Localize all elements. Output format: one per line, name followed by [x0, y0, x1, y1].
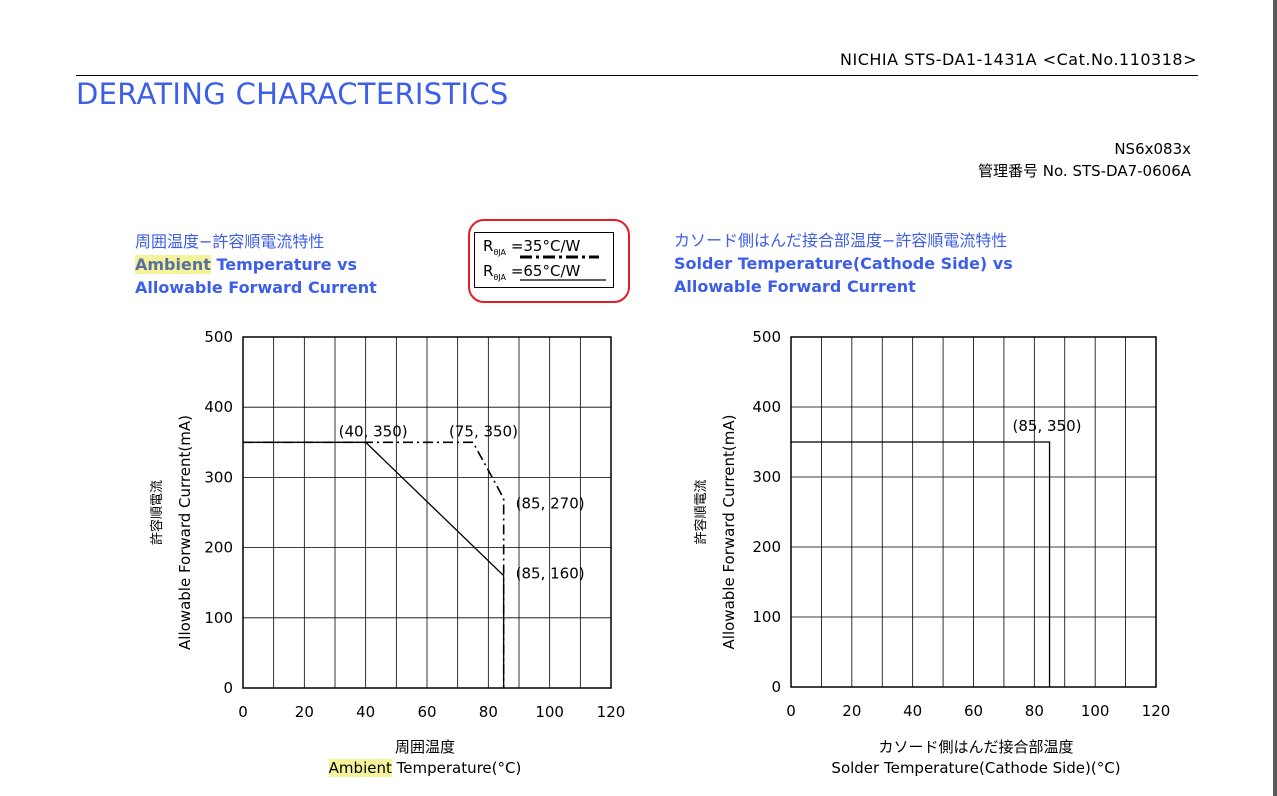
right-chart-title-en-line1: Solder Temperature(Cathode Side) vs	[674, 254, 1013, 273]
legend-r-symbol: R	[483, 262, 494, 280]
left-chart-title: 周囲温度−許容順電流特性 Ambient Temperature vs Allo…	[135, 230, 377, 299]
x-tick-label: 60	[417, 703, 436, 721]
data-label: (85, 350)	[1013, 417, 1082, 435]
legend-box: RθJA =35°C/W RθJA =65°C/W	[474, 232, 614, 288]
ambient-highlight: Ambient	[135, 255, 211, 274]
y-tick-label: 100	[752, 608, 781, 626]
y-tick-label: 200	[752, 538, 781, 556]
right-chart-title: カソード側はんだ接合部温度−許容順電流特性 Solder Temperature…	[674, 229, 1013, 298]
y-tick-label: 0	[223, 679, 233, 697]
management-number: 管理番号 No. STS-DA7-0606A	[978, 162, 1191, 180]
y-tick-label: 500	[752, 328, 781, 346]
y-tick-label: 200	[204, 539, 233, 557]
y-tick-label: 400	[204, 398, 233, 416]
right-xlabel-en: Solder Temperature(Cathode Side)(°C)	[831, 759, 1121, 777]
left-chart-title-en-line2: Allowable Forward Current	[135, 278, 377, 297]
x-tick-label: 100	[1081, 702, 1110, 720]
data-label: (75, 350)	[449, 422, 518, 440]
y-tick-label: 300	[752, 468, 781, 486]
right-chart-title-jp: カソード側はんだ接合部温度−許容順電流特性	[674, 231, 1008, 250]
x-tick-label: 20	[295, 703, 314, 721]
legend-row-65: RθJA =65°C/W	[483, 262, 580, 282]
legend-value: =65°C/W	[510, 262, 581, 280]
x-tick-label: 20	[842, 702, 861, 720]
y-axis-label-jp: 許容順電流	[149, 480, 165, 545]
y-tick-label: 0	[771, 678, 781, 696]
y-axis-label-jp: 許容順電流	[693, 479, 709, 544]
left-chart-title-en-line1: Ambient Temperature vs	[135, 253, 377, 276]
y-axis-label: Allowable Forward Current(mA)	[720, 415, 738, 650]
x-tick-label: 100	[535, 703, 564, 721]
left-xlabel-highlight: Ambient	[328, 759, 392, 777]
x-tick-label: 40	[903, 702, 922, 720]
legend: RθJA =35°C/W RθJA =65°C/W	[468, 219, 632, 303]
data-label: (40, 350)	[339, 422, 408, 440]
right-xlabel-jp: カソード側はんだ接合部温度	[878, 738, 1074, 756]
x-tick-label: 60	[964, 702, 983, 720]
data-label: (85, 160)	[516, 565, 585, 583]
left-xlabel-en: Ambient Temperature(°C)	[300, 759, 550, 777]
left-title-rest: Temperature vs	[210, 255, 358, 274]
y-tick-label: 400	[752, 398, 781, 416]
left-chart-title-jp: 周囲温度−許容順電流特性	[135, 232, 325, 251]
plot-frame	[790, 336, 1157, 688]
data-label: (85, 270)	[516, 494, 585, 512]
x-tick-label: 80	[1025, 702, 1044, 720]
header-rule	[76, 75, 1198, 76]
left-xlabel-jp: 周囲温度	[394, 738, 455, 756]
legend-value: =35°C/W	[510, 237, 581, 255]
legend-highlight-circle	[468, 219, 630, 303]
model-number: NS6x083x	[1114, 140, 1191, 158]
left-xlabel-rest: Temperature(°C)	[391, 759, 522, 777]
x-tick-label: 40	[356, 703, 375, 721]
y-axis-label: Allowable Forward Current(mA)	[176, 415, 194, 650]
legend-r-symbol: R	[483, 237, 494, 255]
window-scrollbar[interactable]	[1273, 0, 1277, 796]
y-tick-label: 300	[204, 468, 233, 486]
legend-row-35: RθJA =35°C/W	[483, 237, 580, 257]
y-tick-label: 500	[204, 328, 233, 346]
right-chart-title-en-line2: Allowable Forward Current	[674, 277, 916, 296]
page-title: DERATING CHARACTERISTICS	[76, 77, 509, 111]
legend-r-sub: θJA	[493, 248, 507, 257]
series-line-solid	[791, 441, 1051, 687]
document-reference: NICHIA STS-DA1-1431A <Cat.No.110318>	[840, 50, 1197, 69]
legend-swatches	[520, 255, 606, 281]
x-tick-label: 0	[238, 703, 248, 721]
x-tick-label: 80	[479, 703, 498, 721]
series-line-solid	[243, 441, 505, 688]
plot-frame	[242, 336, 612, 689]
x-tick-label: 0	[786, 702, 796, 720]
series-line-dash-dot	[243, 441, 505, 688]
x-tick-label: 120	[597, 703, 626, 721]
y-tick-label: 100	[204, 609, 233, 627]
x-tick-label: 120	[1142, 702, 1171, 720]
legend-r-sub: θJA	[493, 273, 507, 282]
